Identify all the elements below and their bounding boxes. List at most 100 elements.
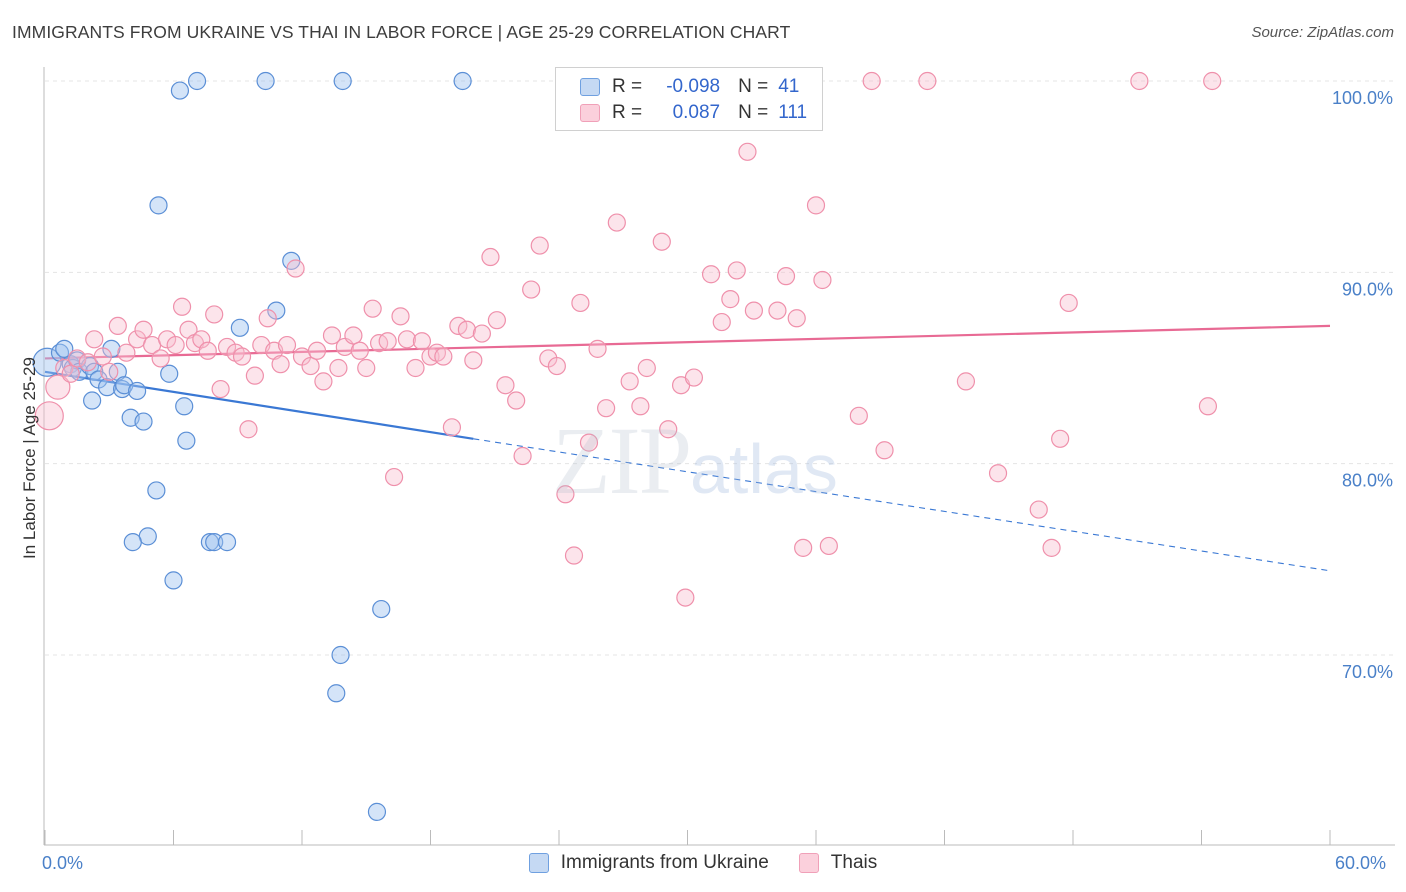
point-thais — [239, 420, 258, 439]
point-thais — [85, 330, 104, 349]
x-tick-left: 0.0% — [42, 853, 84, 873]
watermark: ZIPatlas — [552, 405, 838, 516]
point-thais — [442, 418, 462, 437]
point-ukraine — [367, 802, 387, 821]
point-thais — [329, 358, 348, 378]
point-thais — [406, 358, 425, 378]
point-thais — [211, 379, 230, 399]
point-thais — [277, 335, 297, 355]
point-thais — [1059, 293, 1078, 313]
point-thais — [1029, 500, 1048, 519]
point-thais — [721, 290, 740, 309]
watermark-zip: ZIP — [552, 407, 692, 514]
point-ukraine — [134, 412, 153, 431]
point-ukraine — [123, 533, 142, 552]
point-thais — [100, 362, 119, 381]
point-thais — [956, 372, 976, 391]
point-ukraine — [149, 196, 168, 215]
legend-r-value: -0.098 — [666, 76, 721, 97]
point-thais — [768, 301, 787, 320]
point-ukraine — [217, 533, 237, 552]
point-ukraine — [160, 364, 179, 383]
point-thais — [472, 324, 491, 343]
legend-row-ukraine: R = -0.098 N = 41 — [580, 74, 799, 100]
point-thais — [1198, 397, 1218, 416]
point-thais — [637, 358, 656, 378]
legend-swatch-ukraine — [528, 853, 549, 873]
point-thais — [457, 320, 477, 339]
point-thais — [391, 307, 410, 326]
y-tick-labels: 100.0% 90.0% 80.0% 70.0% — [1332, 88, 1393, 682]
point-thais — [384, 467, 404, 487]
point-thais — [988, 464, 1008, 483]
legend-label-thais: Thais — [830, 852, 878, 873]
legend-item-thais[interactable]: Thais — [798, 852, 878, 874]
point-thais — [134, 320, 153, 339]
point-thais — [631, 397, 650, 416]
source-credit: Source: ZipAtlas.com — [1251, 24, 1394, 41]
point-thais — [108, 316, 127, 336]
point-ukraine — [327, 684, 346, 703]
legend-label-ukraine: Immigrants from Ukraine — [560, 852, 769, 873]
point-thais — [776, 267, 796, 286]
x-tick-right: 60.0% — [1335, 853, 1387, 873]
point-thais — [579, 433, 599, 452]
point-thais — [1130, 71, 1149, 91]
point-thais — [684, 368, 704, 387]
correlation-legend: R = -0.098 N = 41 R = 0.087 N = 111 — [555, 67, 823, 131]
point-ukraine — [147, 481, 166, 500]
legend-swatch-thais — [580, 104, 600, 122]
legend-n-label: N = — [738, 102, 769, 123]
point-thais — [787, 309, 806, 328]
point-thais — [192, 330, 211, 349]
point-thais — [862, 71, 881, 91]
point-thais — [1051, 429, 1070, 448]
chart-title: IMMIGRANTS FROM UKRAINE VS THAI IN LABOR… — [12, 22, 791, 42]
point-ukraine — [372, 599, 391, 619]
point-ukraine — [32, 347, 62, 377]
legend-n-value: 41 — [778, 76, 800, 97]
point-thais — [849, 406, 868, 425]
point-thais — [522, 280, 541, 299]
point-thais — [712, 312, 731, 332]
point-ukraine — [256, 71, 275, 91]
data-points — [32, 71, 1222, 821]
point-thais — [806, 196, 826, 215]
legend-swatch-ukraine — [580, 78, 600, 96]
point-thais — [68, 349, 87, 368]
legend-n-value: 111 — [778, 102, 808, 123]
point-thais — [513, 446, 532, 466]
point-ukraine — [127, 381, 147, 401]
point-thais — [507, 391, 526, 410]
point-thais — [93, 347, 112, 366]
legend-r-value: 0.087 — [672, 102, 721, 123]
point-thais — [151, 349, 170, 368]
point-thais — [744, 301, 763, 320]
legend-item-ukraine[interactable]: Immigrants from Ukraine — [528, 852, 769, 874]
point-thais — [727, 261, 746, 280]
point-ukraine — [230, 318, 249, 337]
legend-swatch-thais — [798, 853, 819, 873]
point-thais — [738, 142, 757, 161]
y-tick-label: 90.0% — [1342, 279, 1393, 299]
point-thais — [397, 330, 417, 349]
point-thais — [564, 546, 584, 565]
point-thais — [496, 376, 515, 395]
legend-r-label: R = — [612, 102, 643, 123]
point-thais — [344, 326, 363, 345]
point-thais — [166, 335, 185, 355]
point-thais — [357, 358, 376, 378]
point-thais — [198, 341, 217, 360]
point-thais — [363, 299, 382, 318]
axes — [43, 67, 1395, 846]
point-thais — [652, 232, 671, 251]
point-ukraine — [333, 71, 352, 91]
point-ukraine — [170, 81, 190, 100]
point-thais — [378, 332, 397, 351]
point-ukraine — [175, 397, 194, 416]
point-thais — [45, 374, 71, 400]
point-thais — [449, 316, 468, 336]
point-ukraine — [187, 71, 207, 91]
point-ukraine — [164, 571, 183, 590]
